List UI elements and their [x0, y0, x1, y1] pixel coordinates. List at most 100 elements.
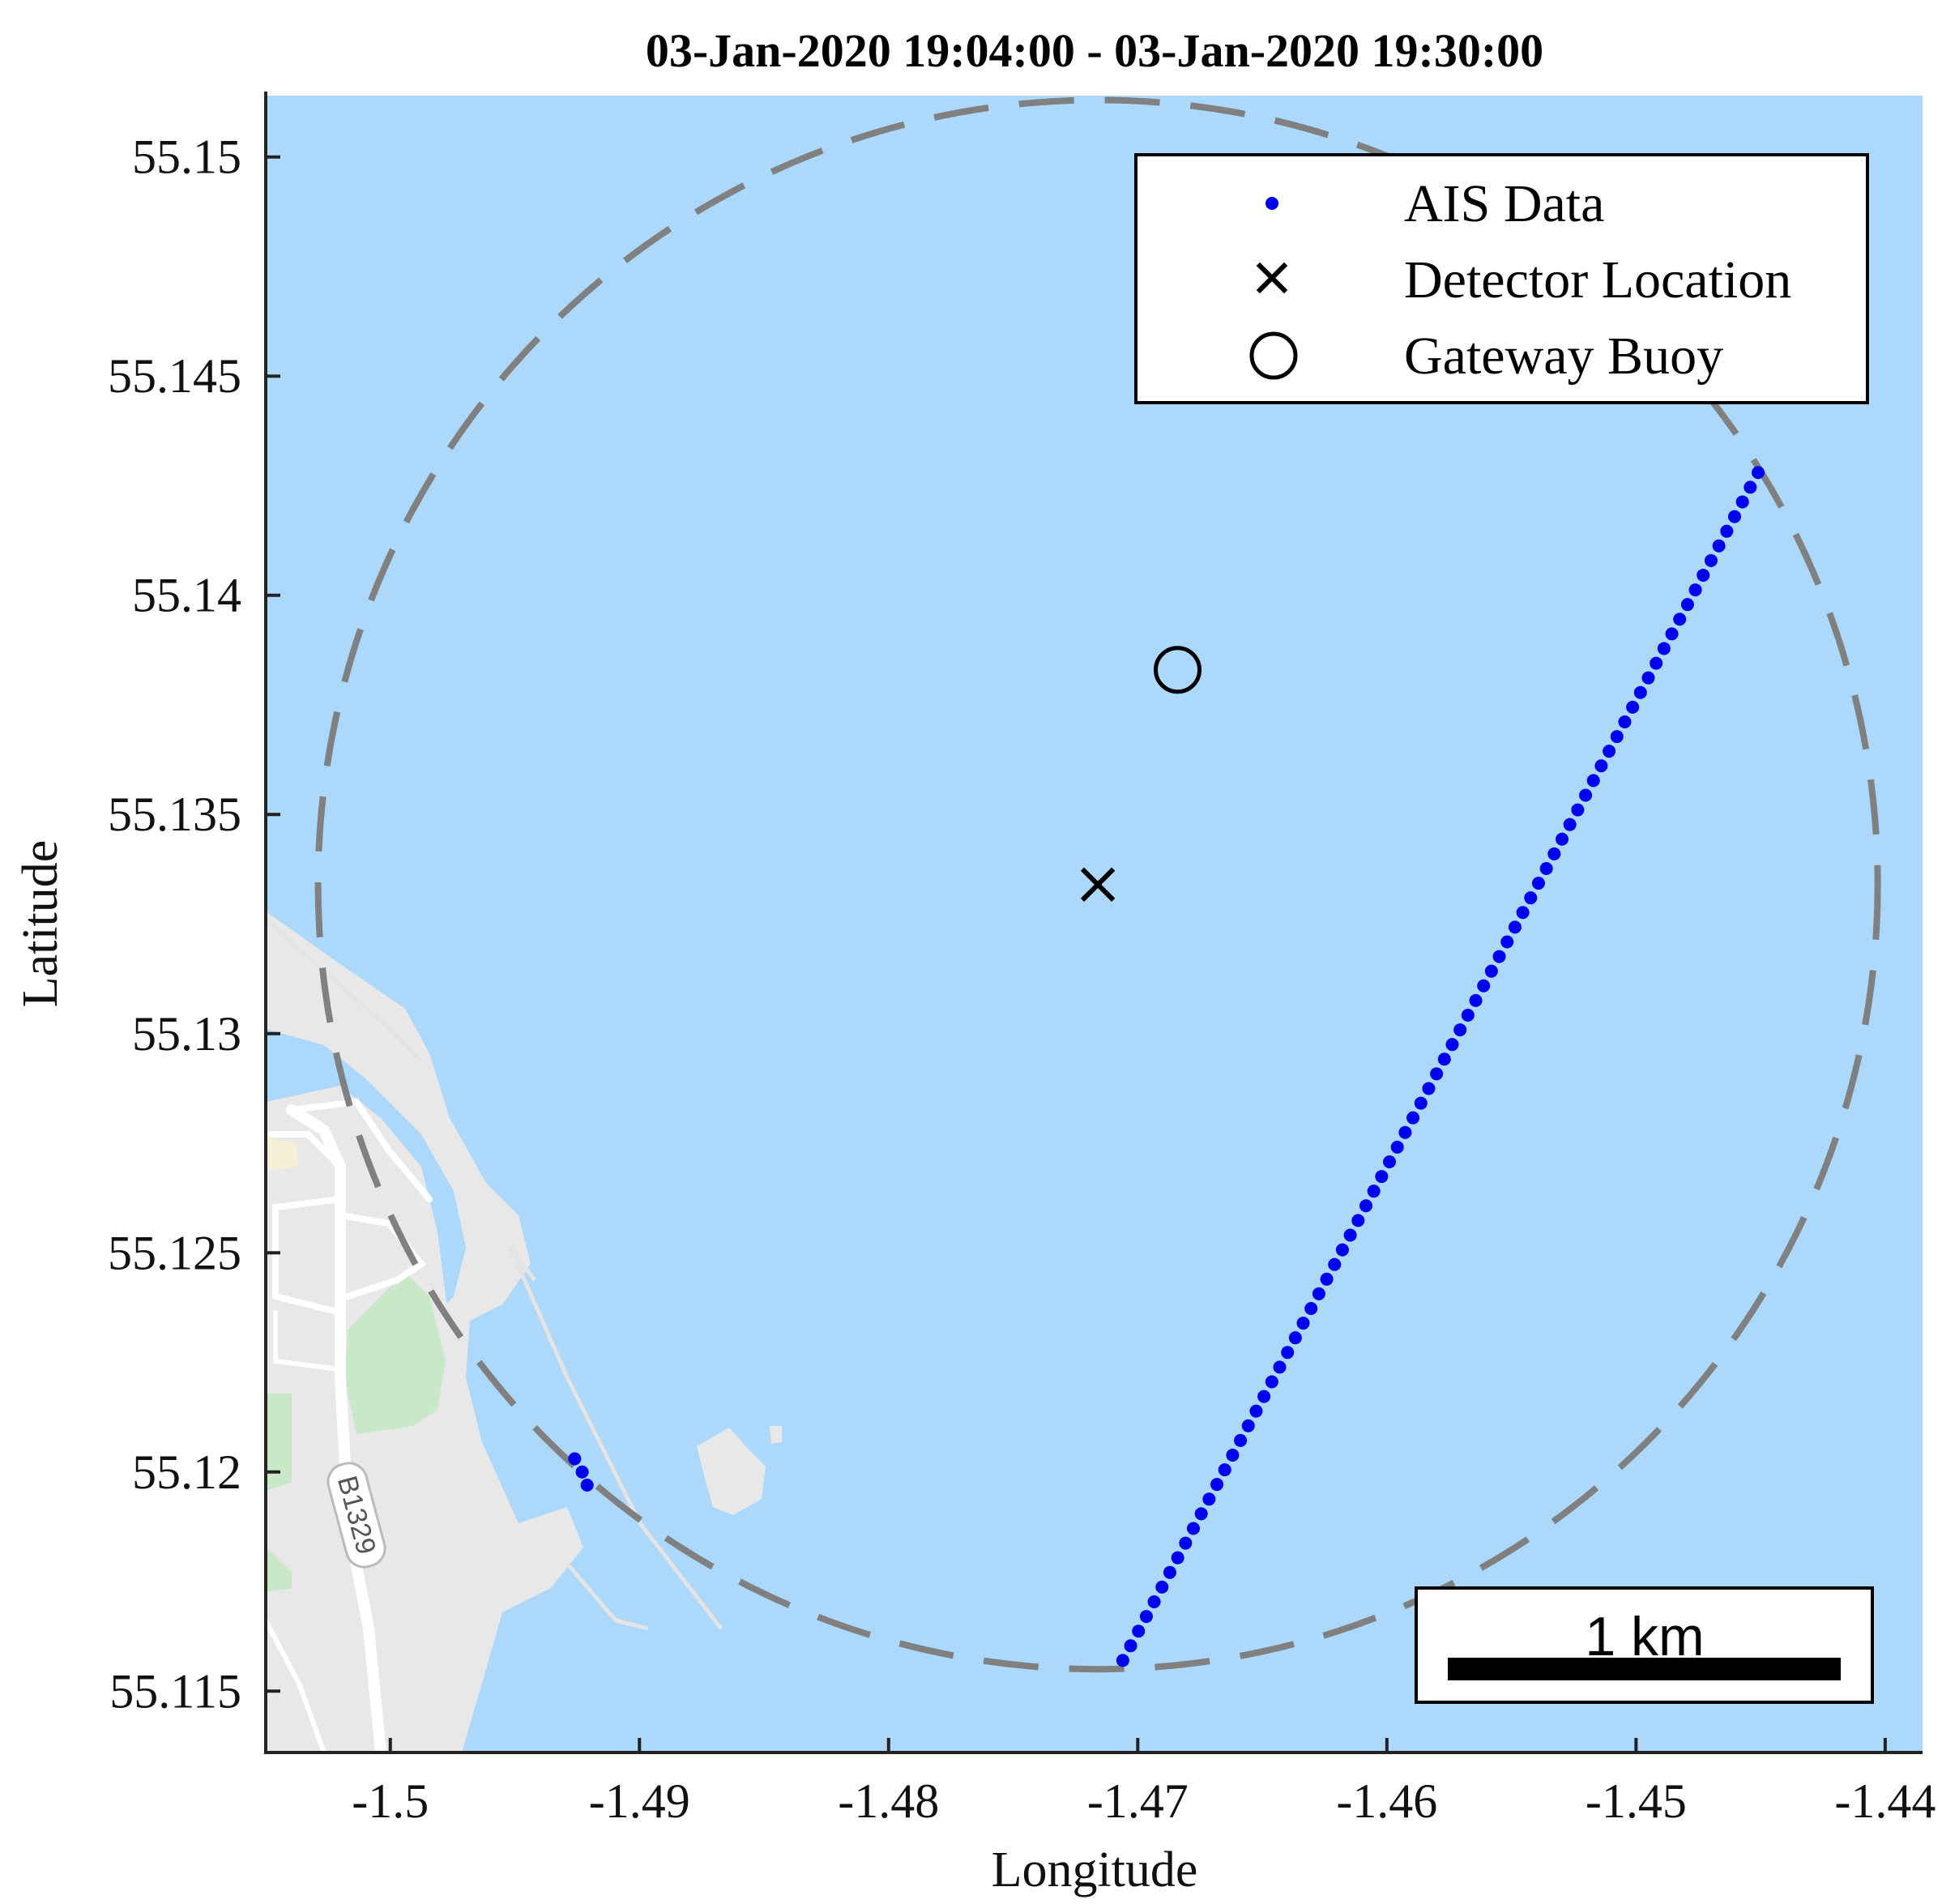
- ais-data-point: [1641, 671, 1655, 685]
- ais-data-point: [1139, 1610, 1153, 1624]
- ais-data-point: [1524, 891, 1538, 905]
- ais-data-point: [1539, 861, 1553, 875]
- ais-data-point: [1508, 920, 1522, 934]
- y-tick-label: 55.135: [108, 788, 241, 841]
- y-ticks: 55.115 55.12 55.125 55.13 55.135 55.14 55.145 5…: [108, 130, 280, 1718]
- ais-data-point: [1406, 1111, 1420, 1125]
- park-area: [344, 1272, 446, 1434]
- ais-data-point: [1492, 950, 1506, 963]
- ais-data-point: [1586, 774, 1600, 788]
- y-tick-label: 55.145: [108, 349, 241, 403]
- scale-bar-line: [1448, 1658, 1841, 1680]
- detector-location-marker: [1080, 867, 1116, 903]
- x-ticks: -1.5 -1.49 -1.48 -1.47 -1.46 -1.45 -1.44: [352, 1738, 1936, 1828]
- ais-data-point: [1610, 730, 1624, 744]
- ais-data-point: [1469, 993, 1483, 1007]
- ais-data-point: [1155, 1580, 1169, 1594]
- ais-data-point: [1202, 1492, 1216, 1506]
- ais-data-point: [1680, 598, 1694, 612]
- y-tick-label: 55.125: [108, 1226, 241, 1279]
- ais-data-point: [1516, 906, 1530, 920]
- ais-data-point: [1688, 583, 1702, 597]
- detection-range-circle: [314, 96, 1881, 1673]
- ais-data-point: [1563, 818, 1577, 831]
- y-tick-label: 55.115: [109, 1664, 241, 1718]
- ais-data-point: [1697, 568, 1710, 582]
- x-tick-label: -1.5: [352, 1774, 429, 1828]
- piers: [266, 918, 723, 1631]
- ais-data-point: [1367, 1185, 1381, 1198]
- ais-data-point: [1547, 847, 1561, 860]
- ais-data-point: [1343, 1228, 1357, 1242]
- park-area: [266, 1394, 292, 1491]
- roads: [266, 1098, 433, 1752]
- ais-data-point: [1359, 1199, 1372, 1213]
- legend-marker-detector: [1256, 262, 1288, 294]
- ais-data-point: [1351, 1214, 1365, 1227]
- x-tick-label: -1.47: [1087, 1774, 1189, 1828]
- legend-marker-ais: [1266, 197, 1278, 210]
- data-layer: [314, 96, 1881, 1673]
- y-tick-label: 55.14: [132, 569, 241, 622]
- x-tick-label: -1.48: [838, 1774, 939, 1828]
- ais-data-point: [1626, 700, 1640, 714]
- axes: [264, 92, 1923, 1754]
- ais-data-point: [1234, 1433, 1248, 1447]
- ais-data-point: [568, 1452, 582, 1466]
- ais-data-point: [1163, 1565, 1176, 1579]
- ais-data-point: [1735, 495, 1749, 509]
- ais-data-point: [1257, 1390, 1271, 1403]
- gateway-buoy-marker: [1154, 646, 1202, 694]
- ais-data-point: [1594, 759, 1608, 773]
- ais-data-point: [1288, 1331, 1302, 1345]
- ais-data-point: [1437, 1052, 1451, 1066]
- ais-data-point: [1673, 613, 1687, 626]
- ais-data-point: [1445, 1038, 1459, 1052]
- ais-data-point: [1650, 656, 1663, 670]
- ais-data-point: [1657, 642, 1671, 655]
- ais-data-point: [1571, 803, 1585, 817]
- ais-data-point: [1477, 979, 1491, 993]
- ais-data-point: [1484, 964, 1498, 978]
- ais-data-point: [1744, 480, 1757, 494]
- park-area: [266, 1548, 292, 1592]
- ais-data-point: [1186, 1522, 1200, 1535]
- ais-data-point: [1453, 1023, 1467, 1037]
- ais-data-point: [1383, 1155, 1397, 1168]
- scale-bar-label: 1 km: [1585, 1606, 1704, 1667]
- legend-label-detector: Detector Location: [1404, 250, 1791, 310]
- ais-data-point: [1218, 1463, 1231, 1477]
- scale-bar: 1 km: [1415, 1586, 1874, 1704]
- y-tick-label: 55.12: [132, 1445, 241, 1499]
- ais-data-point: [1304, 1301, 1318, 1315]
- x-tick-label: -1.45: [1586, 1774, 1687, 1828]
- legend-label-buoy: Gateway Buoy: [1404, 327, 1723, 386]
- ais-data-point: [1124, 1639, 1137, 1653]
- ais-data-point: [1665, 627, 1679, 641]
- ais-data-point: [1422, 1082, 1436, 1095]
- ais-data-point: [1704, 553, 1718, 567]
- ais-data-point: [1273, 1360, 1287, 1374]
- y-axis-label: Latitude: [13, 840, 68, 1008]
- ais-data-point: [1414, 1096, 1428, 1110]
- sand-patch: [267, 1138, 298, 1171]
- ais-data-point: [575, 1465, 589, 1479]
- legend-marker-buoy: [1249, 331, 1298, 380]
- ais-data-point: [1556, 832, 1569, 846]
- ais-data-point: [1720, 524, 1734, 538]
- ais-data-point: [1579, 788, 1593, 802]
- x-tick-label: -1.46: [1336, 1774, 1437, 1828]
- ais-data-point: [1328, 1257, 1342, 1271]
- chart-title: 03-Jan-2020 19:04:00 - 03-Jan-2020 19:30…: [646, 24, 1543, 77]
- x-axis-label: Longitude: [992, 1842, 1198, 1898]
- ais-data-point: [1116, 1654, 1129, 1667]
- legend-label-ais: AIS Data: [1404, 174, 1604, 233]
- ais-data-point: [1132, 1624, 1146, 1638]
- ais-data-point: [1430, 1067, 1444, 1081]
- scale-bar-box: [1415, 1586, 1874, 1704]
- legend-box: [1134, 153, 1869, 404]
- ais-data-point: [1727, 510, 1741, 523]
- ais-data-point: [1500, 935, 1514, 949]
- y-tick-label: 55.15: [132, 130, 241, 184]
